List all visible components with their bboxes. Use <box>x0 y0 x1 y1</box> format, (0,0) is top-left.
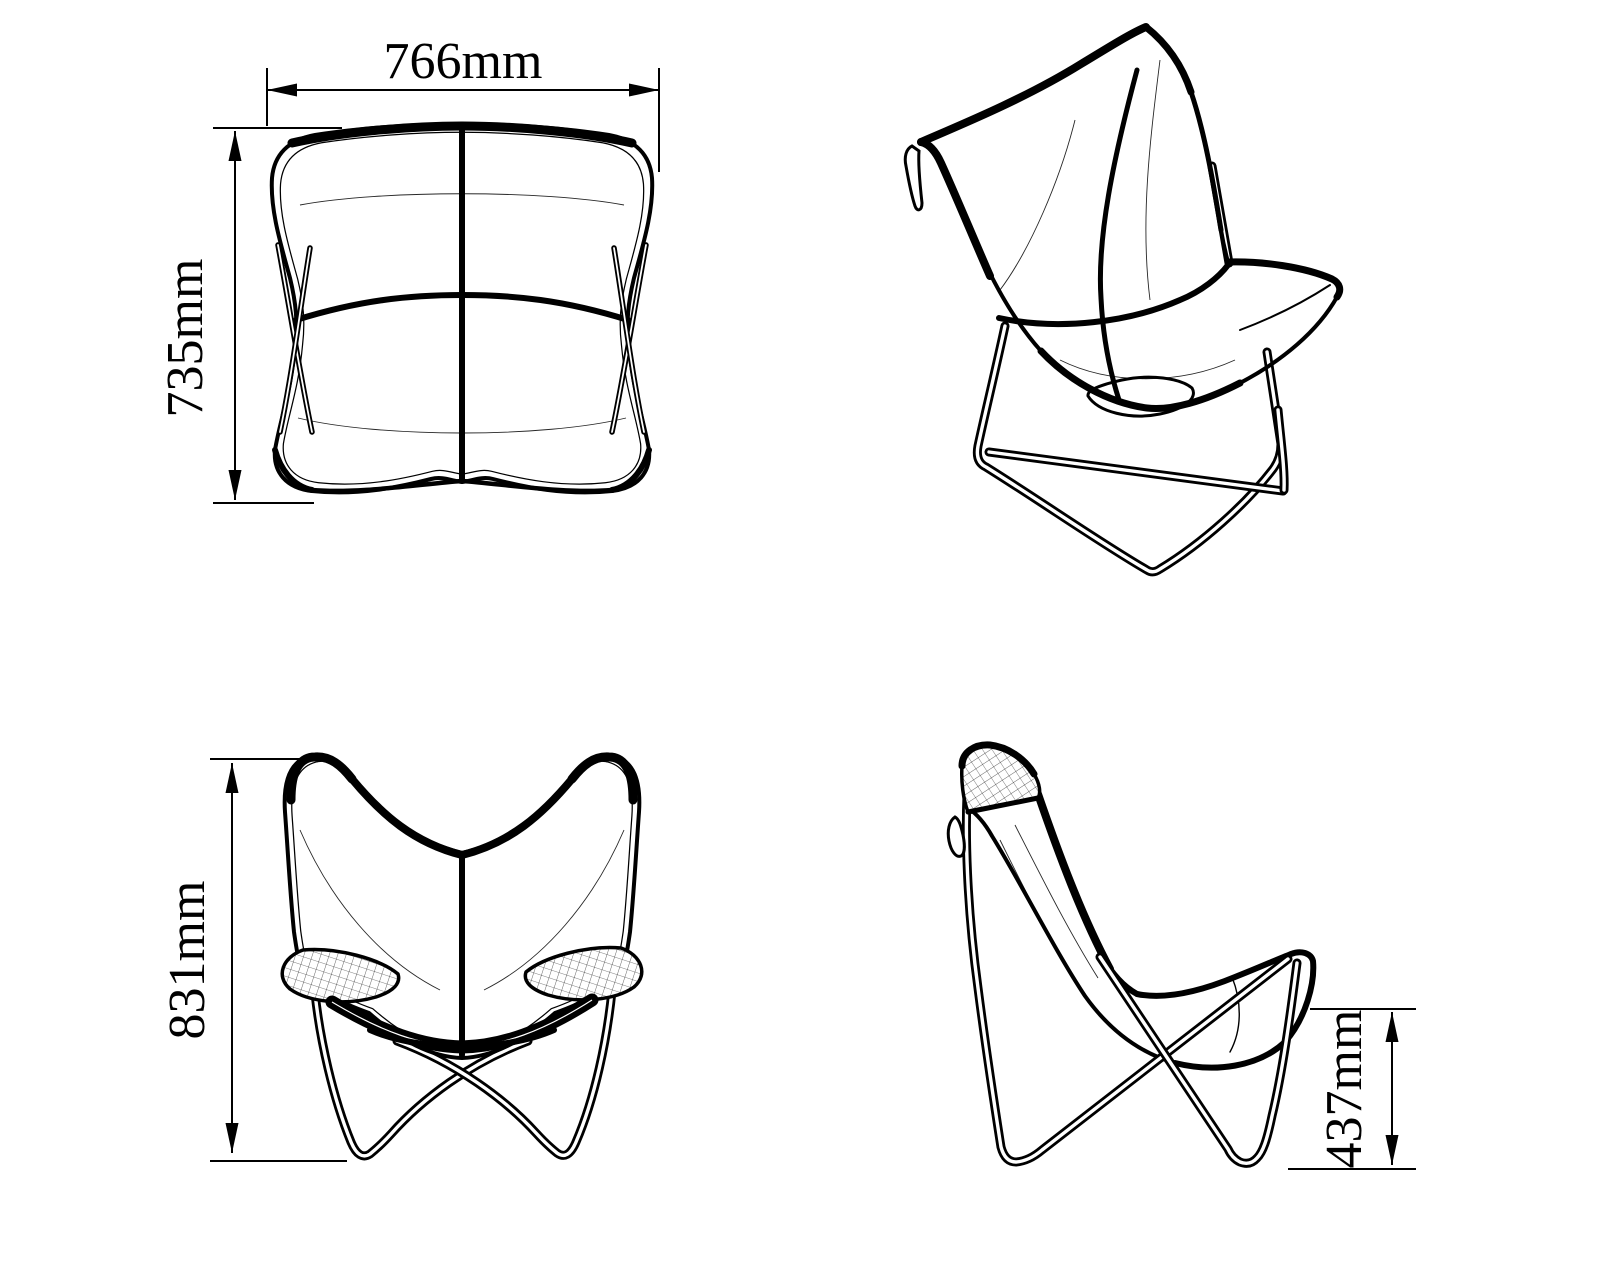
front-hem-inner-u <box>348 775 576 859</box>
arrowhead-down <box>228 470 242 500</box>
front-flow-line <box>299 829 441 991</box>
top-view: 766mm 735mm <box>157 33 660 504</box>
front-view: 831mm <box>159 752 644 1162</box>
front-flow-line <box>483 829 625 991</box>
perspective-flow-line <box>1145 59 1161 301</box>
perspective-flow-line <box>1059 359 1236 380</box>
perspective-pocket-seam <box>1239 284 1331 331</box>
perspective-corner-tab <box>903 144 924 212</box>
arrowhead-right <box>629 83 659 97</box>
width-label: 766mm <box>384 33 543 90</box>
top-view-flow-line <box>299 193 625 206</box>
height-label: 831mm <box>159 881 216 1040</box>
arrowhead-up <box>228 131 242 161</box>
top-view-hem-corner-right <box>609 447 652 493</box>
perspective-canvas <box>919 25 1342 411</box>
top-view-flow-line <box>297 417 627 434</box>
side-frame-legs <box>961 758 1302 1168</box>
perspective-hem-seat-front <box>1037 347 1244 413</box>
perspective-seat-ellipse <box>1086 375 1195 418</box>
perspective-cross-seam <box>996 262 1231 327</box>
front-frame-legs <box>310 986 617 1161</box>
dimension-depth: 735mm <box>157 127 342 504</box>
perspective-view <box>903 23 1344 577</box>
seat-height-label: 437mm <box>1316 1010 1373 1169</box>
front-hem-left-horn <box>286 752 357 805</box>
dimension-height: 831mm <box>159 758 347 1162</box>
side-corner-flap <box>946 815 966 858</box>
arrowhead-left <box>267 83 297 97</box>
perspective-hem-apex <box>1142 23 1195 96</box>
side-pocket-divider <box>1229 976 1240 1053</box>
perspective-flow-line <box>999 119 1076 291</box>
arrowhead-down <box>1385 1135 1399 1165</box>
perspective-hem-left <box>917 138 994 280</box>
perspective-hem-pocket <box>1224 258 1344 301</box>
side-cap-top-hem <box>958 741 1038 778</box>
side-hem-back <box>1034 790 1114 973</box>
top-view-frame-legs <box>275 242 649 435</box>
side-flow-line <box>1014 824 1099 979</box>
perspective-hem-top <box>917 23 1150 146</box>
front-hem-right-horn <box>567 752 638 805</box>
arrowhead-up <box>1385 1012 1399 1042</box>
dimension-seat-height: 437mm <box>1288 1008 1416 1170</box>
top-view-hem-corner-left <box>272 447 315 493</box>
front-left-wing <box>280 947 401 1004</box>
side-view: 437mm <box>946 741 1416 1170</box>
perspective-center-seam <box>1097 67 1140 403</box>
dimension-width: 766mm <box>266 33 660 172</box>
arrowhead-down <box>225 1123 239 1153</box>
side-cap-bottom-seam <box>965 795 1041 815</box>
side-flow-line <box>999 839 1081 991</box>
front-right-wing <box>523 945 644 1002</box>
arrowhead-up <box>225 763 239 793</box>
side-hem-pocket-right <box>1282 949 1317 1045</box>
depth-label: 735mm <box>157 259 214 418</box>
perspective-hem-right <box>1188 89 1224 233</box>
top-view-inner-hem <box>279 131 645 485</box>
top-view-cross-seam <box>293 291 631 323</box>
side-hem-pocket-top <box>1134 951 1294 999</box>
side-hem-seat-bottom <box>1172 1039 1288 1071</box>
perspective-frame-legs <box>972 161 1289 577</box>
